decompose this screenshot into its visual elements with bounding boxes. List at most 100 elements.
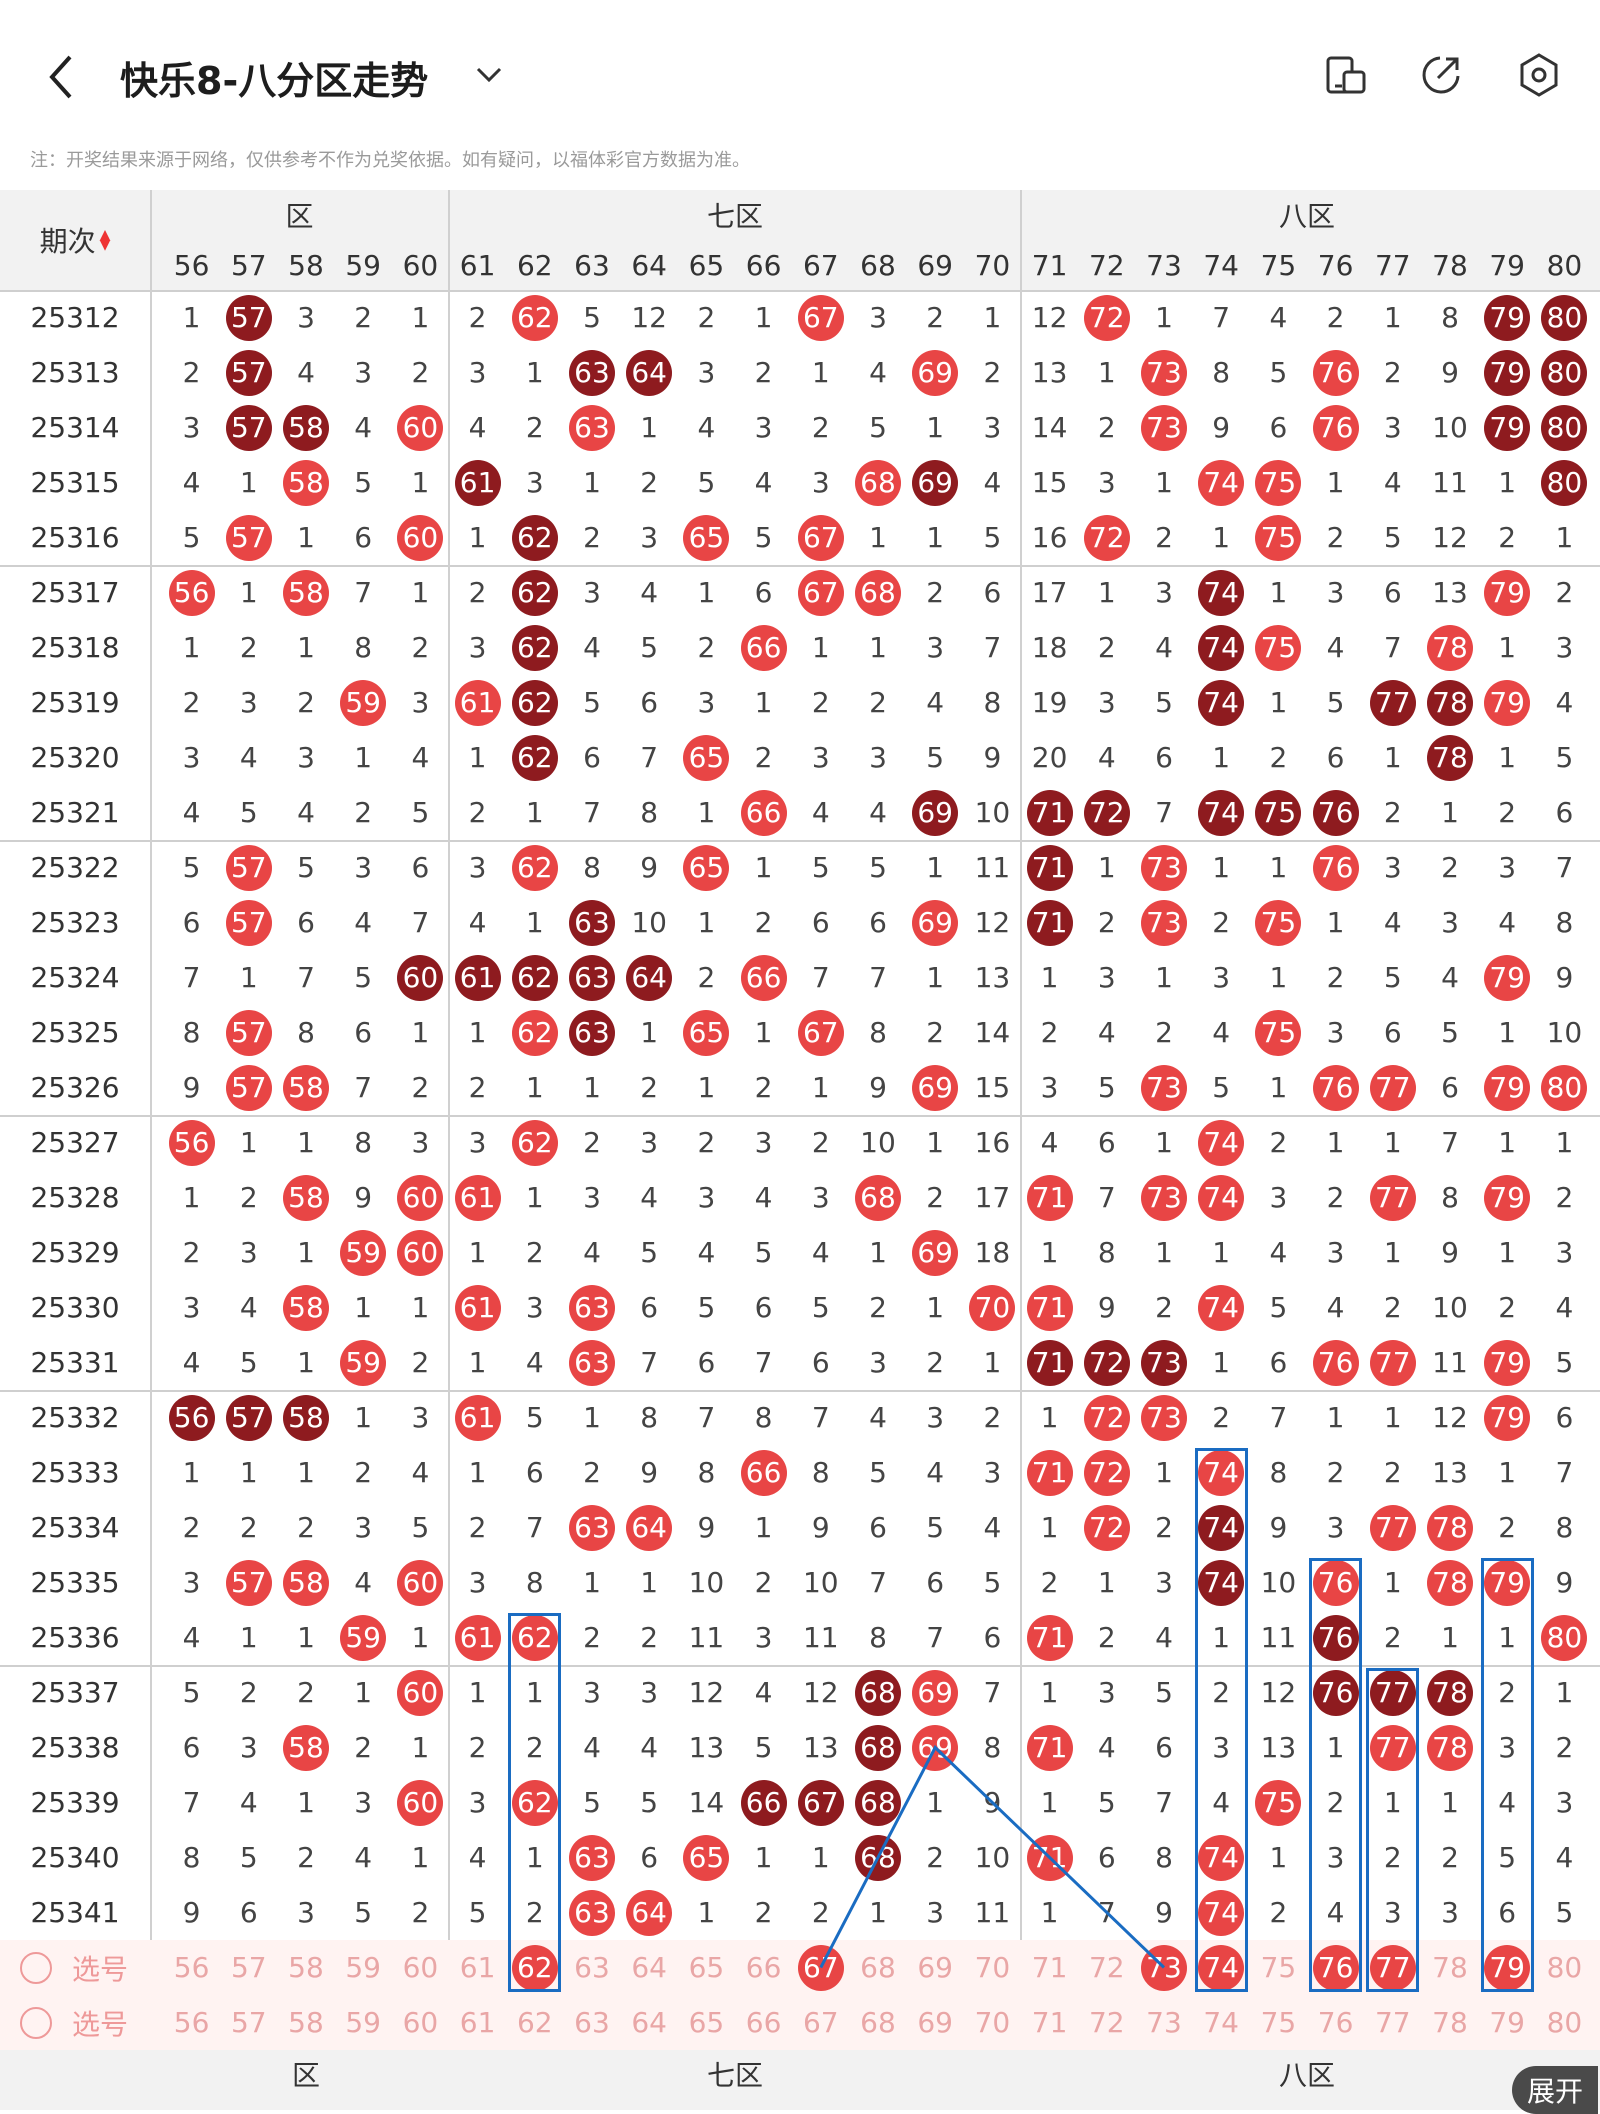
number-ball: 68 — [855, 1779, 901, 1826]
miss-count: 1 — [468, 521, 487, 554]
select-number[interactable]: 75 — [1260, 2006, 1297, 2039]
miss-count: 3 — [182, 411, 201, 444]
selected-number-ball[interactable]: 79 — [1484, 1944, 1531, 1991]
number-ball: 78 — [1427, 734, 1473, 781]
miss-count: 5 — [1097, 1071, 1116, 1104]
selected-number-ball[interactable]: 73 — [1141, 1944, 1187, 1991]
miss-count: 1 — [1326, 906, 1345, 939]
back-icon[interactable] — [42, 52, 82, 102]
miss-count: 2 — [983, 356, 1002, 389]
select-number[interactable]: 68 — [860, 2006, 896, 2039]
period-cell: 25327 — [30, 1126, 120, 1159]
miss-count: 1 — [1040, 1401, 1059, 1434]
miss-count: 7 — [1155, 1786, 1173, 1819]
miss-count: 1 — [1040, 1896, 1059, 1929]
radio-button[interactable] — [20, 2007, 52, 2039]
select-number[interactable]: 65 — [688, 1951, 725, 1984]
number-ball: 76 — [1312, 844, 1359, 891]
disclaimer-notice: 注：开奖结果来源于网络，仅供参考不作为兑奖依据。如有疑问，以福体彩官方数据为准。 — [30, 150, 750, 171]
select-number[interactable]: 65 — [688, 2006, 725, 2039]
select-number[interactable]: 60 — [402, 1951, 439, 1984]
page-title[interactable]: 快乐8-八分区走势 — [120, 59, 429, 103]
select-number[interactable]: 63 — [574, 2006, 610, 2039]
miss-count: 3 — [1212, 1731, 1231, 1764]
miss-count: 1 — [926, 521, 945, 554]
select-number[interactable]: 56 — [173, 2006, 210, 2039]
select-number[interactable]: 70 — [974, 2006, 1011, 2039]
select-number[interactable]: 68 — [860, 1951, 896, 1984]
miss-count: 2 — [640, 1071, 659, 1104]
select-number[interactable]: 71 — [1031, 2006, 1068, 2039]
select-number[interactable]: 71 — [1031, 1951, 1068, 1984]
period-column-divider — [150, 190, 152, 2050]
miss-count: 6 — [697, 1346, 716, 1379]
selection-row — [0, 1995, 1600, 2050]
select-number[interactable]: 77 — [1374, 2006, 1411, 2039]
radio-button[interactable] — [20, 1952, 52, 1984]
expand-button[interactable]: 展开 — [1512, 2066, 1598, 2114]
select-number[interactable]: 80 — [1546, 2006, 1583, 2039]
share-icon[interactable] — [1416, 50, 1466, 100]
select-number[interactable]: 78 — [1432, 2006, 1468, 2039]
miss-count: 9 — [182, 1071, 201, 1104]
number-ball: 79 — [1484, 1064, 1531, 1111]
select-number[interactable]: 78 — [1432, 1951, 1468, 1984]
period-header[interactable]: 期次 ▲ ▼ — [39, 225, 111, 258]
select-label[interactable]: 选号 — [71, 1952, 128, 1986]
number-ball: 74 — [1198, 1559, 1245, 1606]
select-number[interactable]: 56 — [173, 1951, 210, 1984]
select-number[interactable]: 57 — [230, 2006, 267, 2039]
miss-count: 6 — [354, 1016, 373, 1049]
select-number[interactable]: 64 — [631, 2006, 667, 2039]
select-number[interactable]: 59 — [345, 2006, 381, 2039]
sort-icon[interactable]: ▲ ▼ — [99, 227, 111, 253]
select-number[interactable]: 80 — [1546, 1951, 1583, 1984]
select-number[interactable]: 62 — [516, 2006, 553, 2039]
select-number[interactable]: 75 — [1260, 1951, 1297, 1984]
miss-count: 14 — [1031, 411, 1068, 444]
miss-count: 2 — [1097, 1621, 1116, 1654]
select-label[interactable]: 选号 — [71, 2007, 128, 2041]
selected-number-ball[interactable]: 77 — [1369, 1944, 1416, 1991]
number-ball: 80 — [1541, 1064, 1588, 1111]
select-number[interactable]: 64 — [631, 1951, 667, 1984]
select-number[interactable]: 72 — [1088, 1951, 1125, 1984]
miss-count: 2 — [354, 1456, 373, 1489]
select-number[interactable]: 63 — [574, 1951, 610, 1984]
miss-count: 7 — [1269, 1401, 1288, 1434]
miss-count: 3 — [1498, 851, 1517, 884]
chevron-down-icon[interactable] — [472, 58, 506, 92]
select-number[interactable]: 66 — [745, 2006, 782, 2039]
miss-count: 2 — [468, 1071, 487, 1104]
select-number[interactable]: 57 — [230, 1951, 267, 1984]
miss-count: 7 — [525, 1511, 544, 1544]
select-number[interactable]: 69 — [917, 1951, 953, 1984]
miss-count: 7 — [354, 1071, 373, 1104]
select-number[interactable]: 69 — [917, 2006, 953, 2039]
screen-rotate-icon[interactable] — [1320, 50, 1370, 100]
select-number[interactable]: 67 — [802, 2006, 839, 2039]
miss-count: 2 — [297, 1676, 315, 1709]
miss-count: 8 — [640, 1401, 659, 1434]
select-number[interactable]: 61 — [459, 2006, 496, 2039]
select-number[interactable]: 61 — [459, 1951, 496, 1984]
number-ball: 69 — [912, 1724, 959, 1771]
select-number[interactable]: 66 — [745, 1951, 782, 1984]
select-number[interactable]: 76 — [1317, 2006, 1354, 2039]
selected-number-ball[interactable]: 67 — [797, 1944, 844, 1991]
select-number[interactable]: 70 — [974, 1951, 1011, 1984]
settings-icon[interactable] — [1514, 50, 1564, 100]
miss-count: 3 — [1383, 1896, 1402, 1929]
select-number[interactable]: 60 — [402, 2006, 439, 2039]
select-number[interactable]: 59 — [345, 1951, 381, 1984]
select-number[interactable]: 72 — [1088, 2006, 1125, 2039]
select-number[interactable]: 79 — [1489, 2006, 1525, 2039]
selected-number-ball[interactable]: 62 — [511, 1944, 558, 1991]
selected-number-ball[interactable]: 76 — [1312, 1944, 1359, 1991]
select-number[interactable]: 58 — [288, 1951, 324, 1984]
select-number[interactable]: 73 — [1146, 2006, 1182, 2039]
select-number[interactable]: 58 — [288, 2006, 324, 2039]
select-number[interactable]: 74 — [1203, 2006, 1239, 2039]
number-ball: 58 — [283, 1284, 329, 1331]
selected-number-ball[interactable]: 74 — [1198, 1944, 1245, 1991]
